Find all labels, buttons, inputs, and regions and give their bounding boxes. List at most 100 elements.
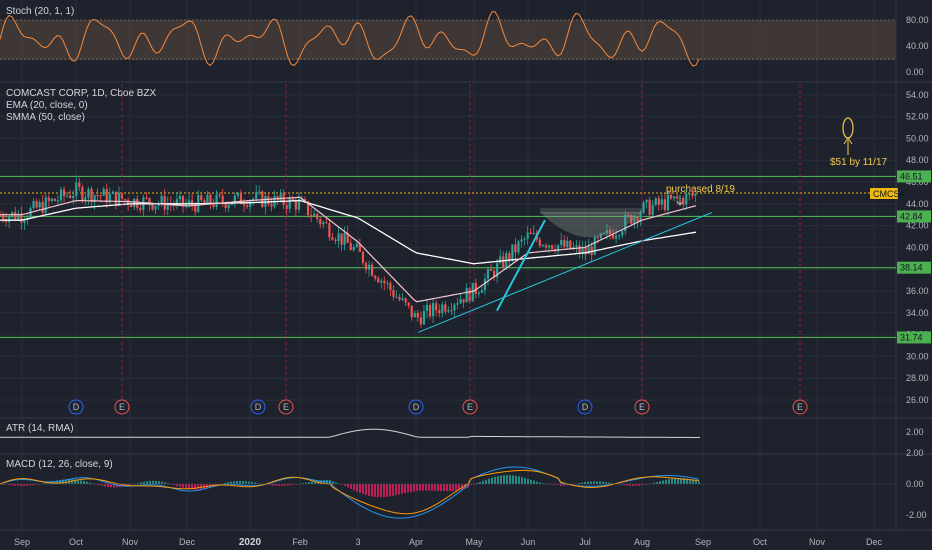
candle-body bbox=[215, 194, 218, 207]
macd-histogram-bar bbox=[512, 475, 514, 484]
macd-histogram-bar bbox=[671, 478, 673, 484]
candle-body bbox=[191, 200, 194, 206]
candle-body bbox=[569, 240, 572, 249]
trendline-lower[interactable] bbox=[417, 212, 713, 333]
candle-body bbox=[645, 199, 648, 203]
macd-signal-line[interactable] bbox=[0, 469, 700, 515]
macd-histogram-bar bbox=[620, 484, 622, 485]
macd-histogram-bar bbox=[86, 481, 88, 484]
macd-histogram-bar bbox=[560, 484, 562, 487]
candle-body bbox=[663, 199, 666, 211]
macd-histogram-bar bbox=[557, 484, 559, 486]
earnings-marker-icon[interactable] bbox=[278, 399, 294, 415]
macd-histogram-bar bbox=[122, 484, 124, 487]
candle-body bbox=[642, 202, 645, 213]
ema-line[interactable] bbox=[0, 196, 697, 303]
macd-histogram-bar bbox=[191, 484, 193, 490]
candle-body bbox=[456, 303, 459, 305]
macd-histogram-bar bbox=[491, 477, 493, 484]
dividend-marker-icon[interactable] bbox=[577, 399, 593, 415]
candle-body bbox=[584, 247, 587, 255]
candle-body bbox=[453, 304, 456, 311]
macd-histogram-bar bbox=[236, 481, 238, 484]
candle-body bbox=[618, 235, 621, 237]
macd-line[interactable] bbox=[0, 466, 700, 519]
candle-body bbox=[441, 304, 444, 314]
candle-body bbox=[114, 191, 117, 206]
macd-histogram-bar bbox=[320, 480, 322, 484]
candle-body bbox=[462, 299, 465, 303]
macd-histogram-bar bbox=[542, 483, 544, 484]
macd-histogram-bar bbox=[446, 484, 448, 492]
earnings-marker-icon[interactable] bbox=[792, 399, 808, 415]
macd-histogram-bar bbox=[431, 484, 433, 491]
macd-histogram-bar bbox=[563, 484, 565, 486]
macd-histogram-bar bbox=[623, 484, 625, 486]
macd-histogram-bar bbox=[416, 484, 418, 492]
time-tick-label: Oct bbox=[753, 537, 768, 547]
stoch-tick-label: 40.00 bbox=[906, 41, 929, 51]
candle-body bbox=[270, 204, 273, 207]
earnings-marker-icon[interactable] bbox=[462, 399, 478, 415]
earnings-marker-icon[interactable] bbox=[634, 399, 650, 415]
candle-body bbox=[471, 282, 474, 302]
level-price-tag bbox=[897, 210, 931, 223]
trendline-steep[interactable] bbox=[496, 219, 546, 312]
macd-histogram-bar bbox=[380, 484, 382, 498]
atr-line[interactable] bbox=[0, 428, 700, 438]
candle-body bbox=[566, 240, 569, 247]
time-tick-label: Aug bbox=[634, 537, 650, 547]
dividend-marker-icon[interactable] bbox=[408, 399, 424, 415]
dividend-marker-icon[interactable] bbox=[68, 399, 84, 415]
candle-body bbox=[563, 240, 566, 247]
macd-histogram-bar bbox=[596, 481, 598, 484]
macd-histogram-bar bbox=[494, 476, 496, 484]
candle-body bbox=[651, 205, 654, 215]
candle-body bbox=[93, 195, 96, 203]
candle-body bbox=[44, 197, 47, 213]
candle-body bbox=[285, 204, 288, 209]
time-axis[interactable]: Sep Oct Nov Dec 2020 Feb 3 Apr May Jun Jul Aug Sep Oc… bbox=[14, 537, 883, 548]
price-tick-label: 54.00 bbox=[906, 90, 929, 100]
time-tick-label: Sep bbox=[14, 537, 30, 547]
time-tick-label: Feb bbox=[292, 537, 308, 547]
macd-histogram-bar bbox=[533, 480, 535, 484]
candle-body bbox=[75, 182, 78, 196]
candle-body bbox=[108, 194, 111, 203]
candle-body bbox=[166, 203, 169, 210]
macd-histogram-bar bbox=[497, 476, 499, 484]
time-tick-label: Dec bbox=[179, 537, 196, 547]
earnings-marker-icon[interactable] bbox=[114, 399, 130, 415]
candle-body bbox=[496, 263, 499, 278]
candle-body bbox=[181, 195, 185, 206]
candle-body bbox=[511, 244, 514, 260]
price-tick-label: 28.00 bbox=[906, 373, 929, 383]
candle-body bbox=[419, 317, 422, 325]
macd-histogram-bar bbox=[128, 484, 130, 486]
target-annotation[interactable]: $51 by 11/17 bbox=[830, 117, 888, 168]
target-arrowhead-icon bbox=[843, 137, 853, 145]
macd-histogram-bar bbox=[344, 484, 346, 487]
candle-body bbox=[288, 198, 291, 209]
candle-body bbox=[450, 310, 453, 312]
macd-histogram-bar bbox=[194, 484, 196, 490]
dividend-marker-icon[interactable] bbox=[250, 399, 266, 415]
time-tick-label: Nov bbox=[122, 537, 139, 547]
candle-body bbox=[41, 202, 44, 213]
time-tick-label: Jul bbox=[579, 537, 591, 547]
macd-tick-label: -2.00 bbox=[906, 510, 927, 520]
macd-histogram-bar bbox=[656, 482, 658, 484]
macd-histogram-bar bbox=[200, 484, 202, 490]
smma-line[interactable] bbox=[0, 199, 697, 265]
candle-body bbox=[334, 239, 337, 242]
cup-pattern-shape[interactable] bbox=[540, 212, 642, 238]
candle-body bbox=[480, 290, 483, 293]
candle-body bbox=[62, 189, 66, 197]
stoch-line[interactable] bbox=[0, 11, 700, 67]
macd-histogram-bar bbox=[140, 482, 142, 484]
macd-histogram-bar bbox=[581, 482, 583, 484]
candle-body bbox=[615, 235, 618, 239]
macd-histogram-bar bbox=[242, 480, 244, 484]
macd-histogram-bar bbox=[368, 484, 370, 496]
